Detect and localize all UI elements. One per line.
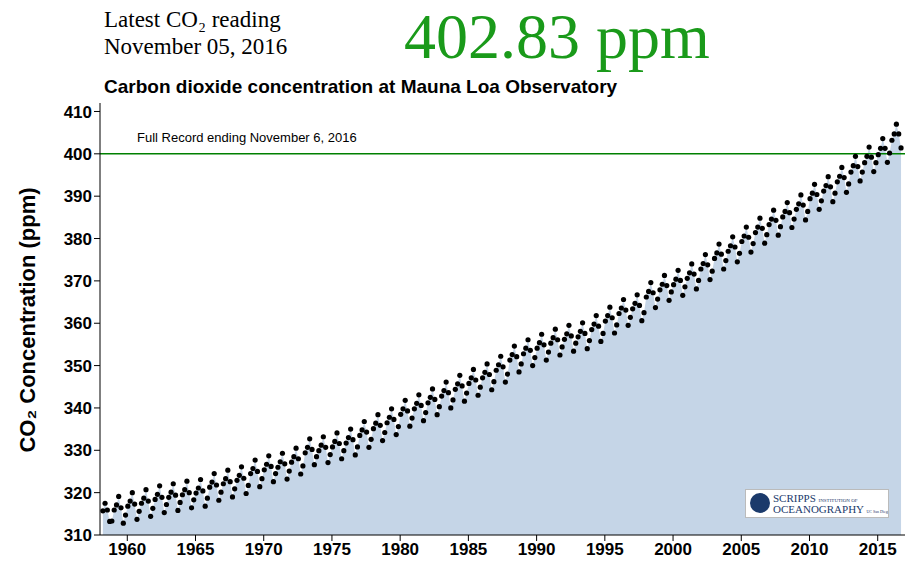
svg-text:370: 370 (64, 272, 92, 291)
html-text:Full Record ending November 6,: Full Record ending November 6, 2016 (137, 130, 357, 145)
html-text:UC San Diego: UC San Diego (866, 509, 890, 514)
html-text:Carbon dioxide concentration a: Carbon dioxide concentration at Mauna Lo… (104, 76, 618, 97)
html-text:Latest CO₂ reading: Latest CO₂ reading (104, 7, 281, 32)
svg-text:1985: 1985 (449, 540, 487, 559)
svg-text:360: 360 (64, 314, 92, 333)
svg-text:330: 330 (64, 441, 92, 460)
svg-text:1980: 1980 (381, 540, 419, 559)
svg-text:1960: 1960 (108, 540, 146, 559)
svg-text:1970: 1970 (245, 540, 283, 559)
html-text:CO₂ Concentration (ppm): CO₂ Concentration (ppm) (15, 187, 40, 453)
svg-text:2000: 2000 (654, 540, 692, 559)
svg-text:1975: 1975 (313, 540, 351, 559)
svg-text:410: 410 (64, 103, 92, 122)
svg-text:350: 350 (64, 357, 92, 376)
svg-text:1990: 1990 (518, 540, 556, 559)
svg-text:400: 400 (64, 145, 92, 164)
html-text:OCEANOGRAPHY: OCEANOGRAPHY (773, 503, 864, 515)
svg-text:2010: 2010 (791, 540, 829, 559)
svg-text:1965: 1965 (177, 540, 215, 559)
html-text:November 05, 2016: November 05, 2016 (104, 34, 288, 59)
svg-text:310: 310 (64, 526, 92, 545)
svg-text:380: 380 (64, 230, 92, 249)
html-text:402.83 ppm: 402.83 ppm (404, 1, 710, 72)
svg-text:320: 320 (64, 484, 92, 503)
svg-text:390: 390 (64, 187, 92, 206)
svg-text:2015: 2015 (859, 540, 897, 559)
html-text:SCRIPPS: SCRIPPS (773, 492, 816, 504)
svg-text:340: 340 (64, 399, 92, 418)
svg-text:1995: 1995 (586, 540, 624, 559)
html-text:INSTITUTION OF: INSTITUTION OF (818, 498, 858, 503)
svg-text:2005: 2005 (722, 540, 760, 559)
